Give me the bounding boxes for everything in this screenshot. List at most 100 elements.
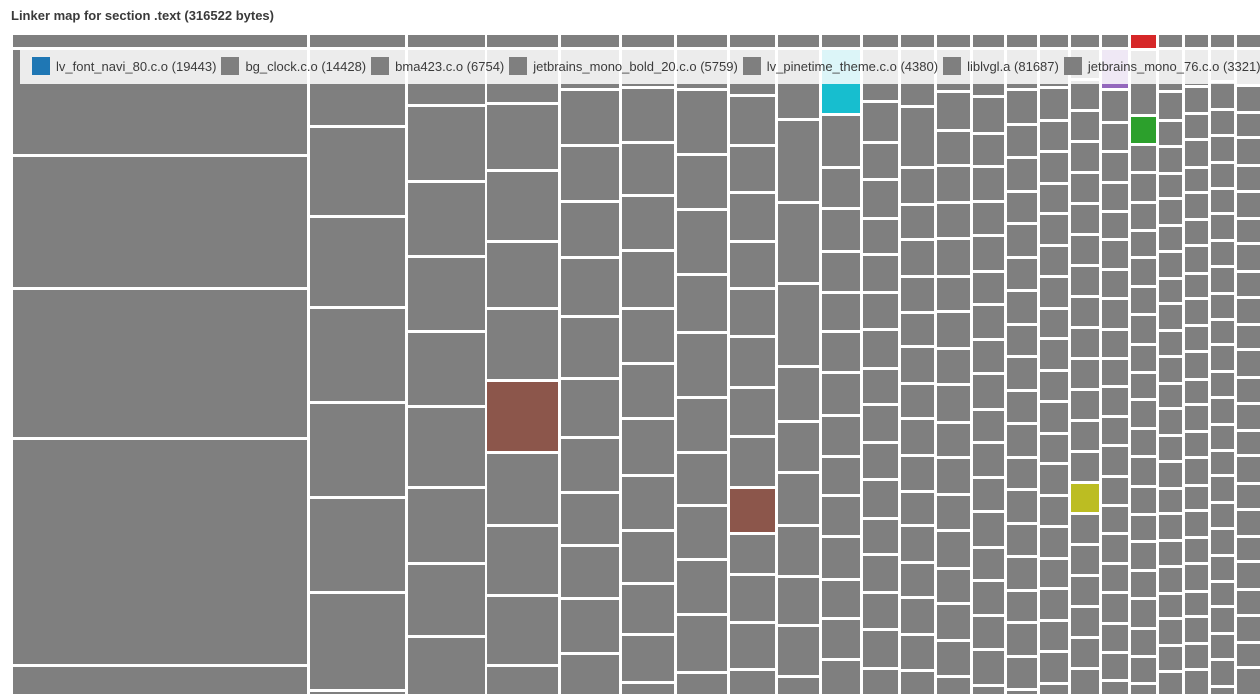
treemap-cell[interactable] bbox=[1040, 560, 1068, 587]
treemap-cell[interactable] bbox=[1211, 35, 1234, 47]
treemap-cell[interactable] bbox=[677, 276, 727, 331]
treemap-cell[interactable] bbox=[730, 624, 775, 668]
treemap-cell[interactable] bbox=[1040, 35, 1068, 47]
treemap-cell[interactable] bbox=[937, 35, 970, 47]
treemap-cell[interactable] bbox=[1237, 485, 1260, 508]
treemap-cell[interactable] bbox=[1102, 565, 1128, 591]
treemap-cell[interactable] bbox=[863, 35, 898, 47]
treemap-cell[interactable] bbox=[863, 556, 898, 591]
treemap-cell[interactable] bbox=[1007, 459, 1037, 488]
treemap-cell[interactable] bbox=[1159, 175, 1182, 197]
legend-item[interactable]: jetbrains_mono_bold_20.c.o (5759) bbox=[509, 57, 738, 75]
treemap-cell[interactable] bbox=[901, 278, 934, 311]
treemap-cell[interactable] bbox=[1237, 457, 1260, 482]
treemap-cell[interactable] bbox=[822, 253, 860, 291]
treemap-cell[interactable] bbox=[677, 507, 727, 558]
treemap-cell[interactable] bbox=[1040, 528, 1068, 557]
treemap-cell[interactable] bbox=[1237, 379, 1260, 402]
treemap-cell[interactable] bbox=[1159, 410, 1182, 434]
treemap-cell[interactable] bbox=[487, 454, 558, 524]
treemap-cell[interactable] bbox=[561, 259, 619, 315]
treemap-cell[interactable] bbox=[1040, 340, 1068, 369]
treemap-cell[interactable] bbox=[1185, 487, 1208, 509]
treemap-cell[interactable] bbox=[937, 424, 970, 456]
treemap-cell[interactable] bbox=[622, 144, 674, 194]
treemap-cell[interactable] bbox=[778, 35, 819, 47]
treemap-cell-highlight[interactable] bbox=[730, 489, 775, 532]
treemap-cell[interactable] bbox=[1007, 425, 1037, 456]
treemap-cell[interactable] bbox=[937, 496, 970, 529]
treemap-cell[interactable] bbox=[730, 194, 775, 240]
treemap-cell[interactable] bbox=[937, 605, 970, 639]
treemap-cell[interactable] bbox=[1102, 507, 1128, 532]
treemap-cell[interactable] bbox=[561, 655, 619, 694]
treemap-cell[interactable] bbox=[677, 156, 727, 208]
treemap-cell[interactable] bbox=[1131, 232, 1156, 256]
treemap-cell[interactable] bbox=[1131, 516, 1156, 540]
treemap-cell[interactable] bbox=[1159, 595, 1182, 617]
treemap-cell[interactable] bbox=[901, 348, 934, 382]
treemap-cell[interactable] bbox=[1185, 512, 1208, 536]
treemap-cell[interactable] bbox=[822, 333, 860, 371]
treemap-cell[interactable] bbox=[1131, 288, 1156, 313]
treemap-cell[interactable] bbox=[973, 549, 1004, 579]
treemap-cell[interactable] bbox=[1131, 630, 1156, 655]
treemap-cell-highlight[interactable] bbox=[487, 382, 558, 451]
treemap-cell[interactable] bbox=[1071, 205, 1099, 233]
treemap-cell[interactable] bbox=[408, 35, 485, 47]
treemap-cell[interactable] bbox=[1131, 146, 1156, 171]
treemap-cell[interactable] bbox=[1102, 682, 1128, 694]
treemap-cell[interactable] bbox=[1185, 433, 1208, 456]
treemap-cell[interactable] bbox=[677, 561, 727, 613]
treemap-cell[interactable] bbox=[973, 203, 1004, 234]
treemap-cell[interactable] bbox=[973, 479, 1004, 510]
treemap-cell[interactable] bbox=[1071, 174, 1099, 202]
treemap-cell[interactable] bbox=[310, 35, 405, 47]
treemap-cell[interactable] bbox=[937, 350, 970, 383]
treemap-cell[interactable] bbox=[863, 481, 898, 517]
treemap-cell[interactable] bbox=[1102, 594, 1128, 622]
treemap-cell[interactable] bbox=[937, 570, 970, 602]
treemap-cell[interactable] bbox=[13, 290, 307, 437]
treemap-cell[interactable] bbox=[937, 93, 970, 129]
treemap-cell[interactable] bbox=[13, 667, 307, 694]
treemap-cell[interactable] bbox=[973, 273, 1004, 303]
treemap-cell[interactable] bbox=[1211, 83, 1234, 108]
treemap-cell[interactable] bbox=[863, 631, 898, 667]
treemap-cell[interactable] bbox=[1237, 193, 1260, 217]
treemap-cell[interactable] bbox=[310, 499, 405, 591]
treemap-cell[interactable] bbox=[1071, 546, 1099, 574]
treemap-cell[interactable] bbox=[1102, 213, 1128, 238]
treemap-cell[interactable] bbox=[1040, 403, 1068, 432]
treemap-cell[interactable] bbox=[1131, 259, 1156, 285]
treemap-cell[interactable] bbox=[1159, 437, 1182, 460]
treemap-cell[interactable] bbox=[1007, 35, 1037, 47]
treemap-cell[interactable] bbox=[1211, 111, 1234, 134]
treemap-cell[interactable] bbox=[730, 35, 775, 47]
treemap-cell[interactable] bbox=[487, 105, 558, 169]
treemap-cell[interactable] bbox=[863, 294, 898, 328]
treemap-cell[interactable] bbox=[1237, 35, 1260, 47]
legend-item[interactable]: bma423.c.o (6754) bbox=[371, 57, 504, 75]
treemap-cell[interactable] bbox=[1071, 515, 1099, 543]
treemap-cell[interactable] bbox=[901, 527, 934, 561]
treemap-cell[interactable] bbox=[1211, 137, 1234, 161]
treemap-cell[interactable] bbox=[730, 389, 775, 435]
treemap-cell[interactable] bbox=[778, 423, 819, 471]
treemap-cell[interactable] bbox=[1211, 373, 1234, 396]
treemap-cell[interactable] bbox=[1102, 418, 1128, 444]
treemap-cell[interactable] bbox=[1071, 422, 1099, 450]
treemap-cell[interactable] bbox=[1211, 399, 1234, 423]
treemap-cell[interactable] bbox=[730, 290, 775, 335]
treemap-cell[interactable] bbox=[901, 457, 934, 490]
treemap-cell[interactable] bbox=[487, 35, 558, 47]
treemap-cell[interactable] bbox=[677, 454, 727, 504]
treemap-cell[interactable] bbox=[1007, 624, 1037, 655]
treemap-cell[interactable] bbox=[1237, 139, 1260, 164]
treemap-cell[interactable] bbox=[1040, 89, 1068, 119]
treemap-cell[interactable] bbox=[1237, 87, 1260, 111]
treemap-cell[interactable] bbox=[973, 168, 1004, 200]
treemap-cell[interactable] bbox=[561, 380, 619, 436]
treemap-cell[interactable] bbox=[1159, 332, 1182, 355]
treemap-cell[interactable] bbox=[1131, 685, 1156, 694]
